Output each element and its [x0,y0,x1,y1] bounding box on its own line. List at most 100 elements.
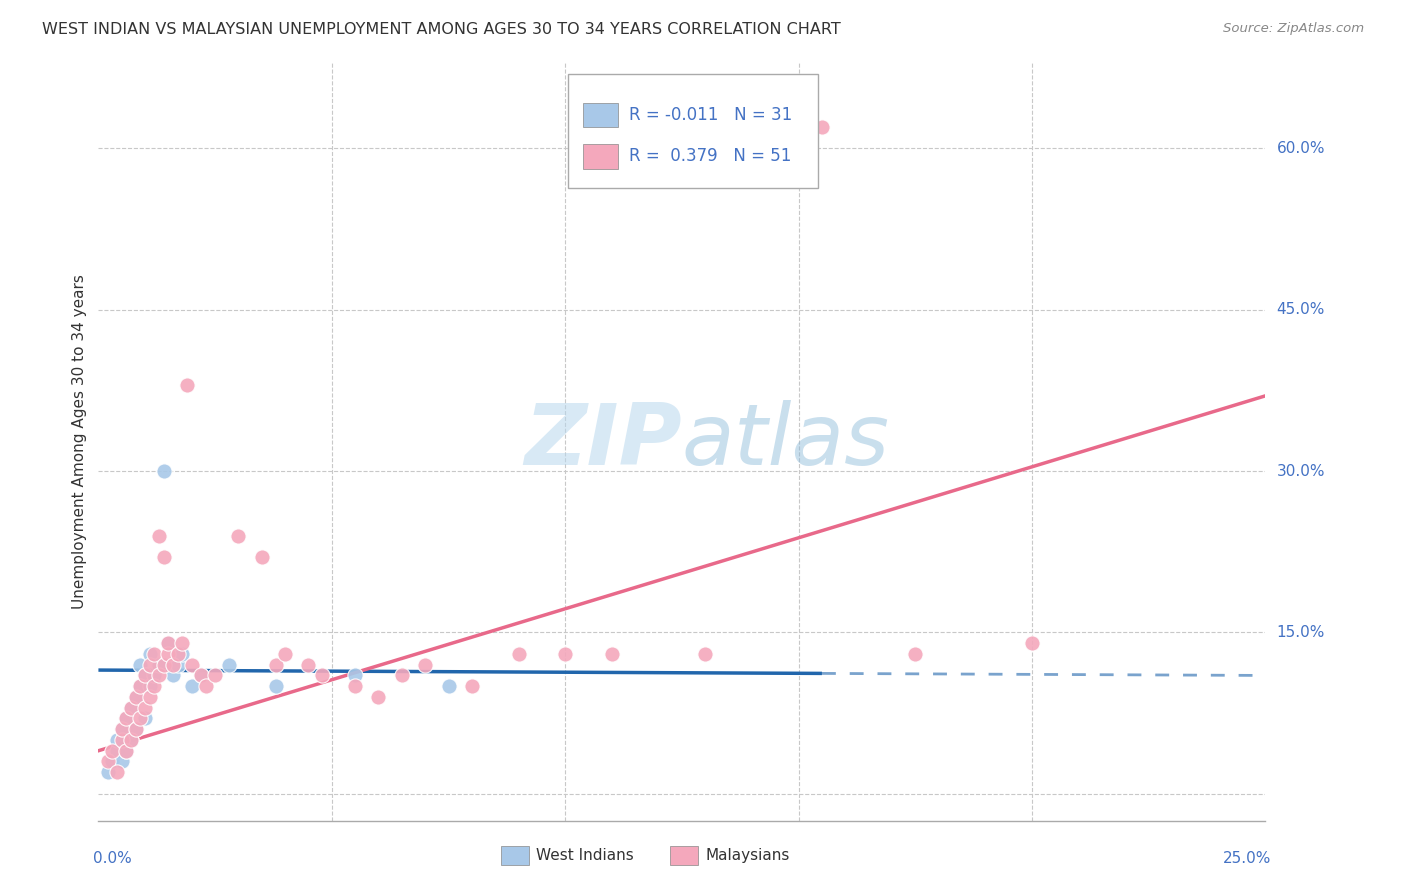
Point [143,679,166,693]
Point [166,657,188,672]
Text: 25.0%: 25.0% [1223,851,1271,866]
Point [180,679,202,693]
Point [166,647,188,661]
Text: Source: ZipAtlas.com: Source: ZipAtlas.com [1223,22,1364,36]
Point [125,723,148,737]
Point [143,647,166,661]
Point [134,700,156,714]
Text: 15.0%: 15.0% [1277,625,1324,640]
Point [105,733,128,747]
Point [391,668,413,682]
Point [101,755,124,769]
Text: 30.0%: 30.0% [1277,464,1324,479]
Point [148,528,170,542]
Point [139,647,162,661]
Point [297,657,319,672]
Point [152,550,174,565]
Point [115,711,138,725]
Point [218,657,240,672]
Point [194,679,217,693]
Point [1021,636,1043,650]
Point [152,657,174,672]
Point [344,668,367,682]
Point [172,647,194,661]
Point [190,668,212,682]
Point [120,733,142,747]
Point [311,668,333,682]
Point [115,744,138,758]
Text: WEST INDIAN VS MALAYSIAN UNEMPLOYMENT AMONG AGES 30 TO 34 YEARS CORRELATION CHAR: WEST INDIAN VS MALAYSIAN UNEMPLOYMENT AM… [42,22,841,37]
Point [152,464,174,478]
Point [148,657,170,672]
Text: R =  0.379   N = 51: R = 0.379 N = 51 [630,147,792,165]
Point [157,636,180,650]
Point [134,668,156,682]
Point [139,690,162,704]
Point [125,690,148,704]
Point [904,647,927,661]
Point [134,711,156,725]
Point [250,550,273,565]
Point [508,647,530,661]
Point [413,657,436,672]
Point [129,711,152,725]
Point [554,647,576,661]
Point [162,657,184,672]
Point [97,765,120,780]
Point [437,679,460,693]
Text: Malaysians: Malaysians [706,848,790,863]
Point [274,647,297,661]
Text: 0.0%: 0.0% [93,851,131,866]
Point [115,744,138,758]
Text: West Indians: West Indians [536,848,634,863]
Point [139,657,162,672]
Text: 45.0%: 45.0% [1277,302,1324,318]
Text: atlas: atlas [682,400,890,483]
Point [134,668,156,682]
Text: 60.0%: 60.0% [1277,141,1324,156]
Point [111,733,134,747]
Point [143,668,166,682]
FancyBboxPatch shape [501,847,529,864]
Point [129,679,152,693]
Text: R = -0.011   N = 31: R = -0.011 N = 31 [630,106,793,124]
Point [139,679,162,693]
Point [111,723,134,737]
FancyBboxPatch shape [582,145,617,169]
Point [176,378,198,392]
Point [172,636,194,650]
Point [115,711,138,725]
Point [157,636,180,650]
Point [162,668,184,682]
Point [461,679,484,693]
Text: ZIP: ZIP [524,400,682,483]
Point [97,755,120,769]
Point [204,668,226,682]
Point [120,700,142,714]
Point [129,657,152,672]
Point [811,120,834,134]
Point [190,668,212,682]
Point [228,528,250,542]
Point [101,744,124,758]
Point [105,765,128,780]
Point [105,744,128,758]
FancyBboxPatch shape [568,74,818,187]
Point [264,657,287,672]
Point [120,733,142,747]
Point [120,700,142,714]
Point [695,647,717,661]
Point [157,647,180,661]
FancyBboxPatch shape [671,847,699,864]
Y-axis label: Unemployment Among Ages 30 to 34 years: Unemployment Among Ages 30 to 34 years [72,274,87,609]
Point [111,755,134,769]
Point [344,679,367,693]
FancyBboxPatch shape [582,103,617,127]
Point [125,690,148,704]
Point [264,679,287,693]
Point [148,668,170,682]
Point [180,657,202,672]
Point [125,723,148,737]
Point [129,679,152,693]
Point [111,723,134,737]
